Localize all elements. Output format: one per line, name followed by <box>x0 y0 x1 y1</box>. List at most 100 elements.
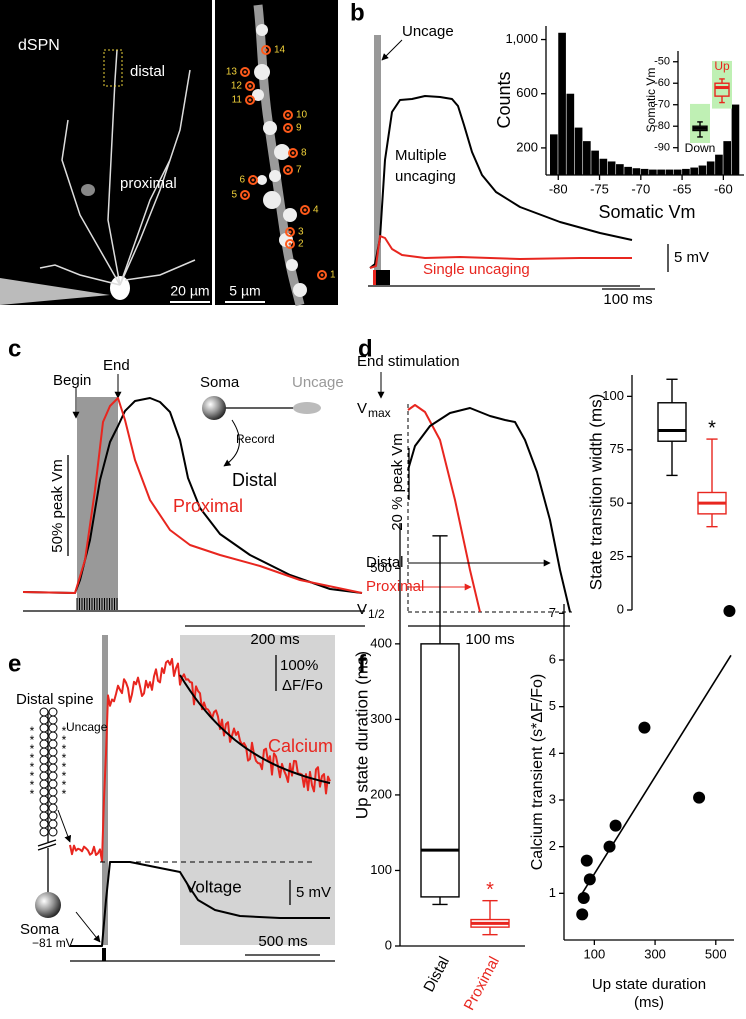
uncaging-spot <box>240 67 250 77</box>
trace <box>369 95 633 269</box>
y-axis-label: Somatic Vm <box>644 68 658 133</box>
uncage-mark: * <box>30 760 35 774</box>
uncage-mark: * <box>62 733 67 747</box>
bar <box>731 104 740 175</box>
spine <box>252 89 264 101</box>
spine <box>39 827 49 837</box>
spine-label: Distal spine <box>16 691 94 708</box>
uncaging-spot <box>320 273 324 277</box>
uncage-mark: * <box>30 751 35 765</box>
spine <box>48 739 58 749</box>
uncage-label: Uncage <box>402 23 454 40</box>
uncage-mark: * <box>30 778 35 792</box>
y-tick-label: -70 <box>654 99 670 111</box>
x-axis-label: Somatic Vm <box>598 202 695 222</box>
y-tick-label: 75 <box>610 441 624 456</box>
arrow <box>223 419 240 467</box>
x-tick-label: -70 <box>631 181 650 196</box>
uncage-window <box>374 35 381 270</box>
y-tick-label: 0 <box>385 937 392 952</box>
dendrite <box>119 69 191 286</box>
panel-label: a <box>8 0 22 26</box>
spine <box>39 723 49 733</box>
uncage-mark: * <box>30 733 35 747</box>
y-tick-label: 7 <box>549 605 556 620</box>
trace-label: Multiple <box>395 147 447 164</box>
spine <box>257 175 267 185</box>
panel-label: e <box>8 650 21 677</box>
spine <box>48 795 58 805</box>
uncage-label: Uncage <box>292 374 344 391</box>
spine <box>39 747 49 757</box>
break <box>37 839 57 847</box>
spine <box>39 779 49 789</box>
trace <box>69 657 331 863</box>
point <box>583 873 596 886</box>
y-tick-label: -60 <box>654 77 670 89</box>
dendrite <box>107 49 121 286</box>
uncaging-spot <box>286 168 290 172</box>
stimulation-label: End stimulation <box>357 353 460 370</box>
begin-label: Begin <box>53 372 91 389</box>
spine <box>39 811 49 821</box>
y-axis-label: State transition width (ms) <box>586 394 605 591</box>
x-axis-label: Up state duration <box>592 976 706 993</box>
soma <box>202 396 226 420</box>
uncage-site <box>293 402 321 414</box>
bar <box>632 168 641 175</box>
uncaging-spot <box>245 95 255 105</box>
distal-label: Distal <box>366 554 404 571</box>
y-tick-label: 400 <box>370 635 392 650</box>
spine <box>48 779 58 789</box>
break <box>37 843 57 851</box>
spine <box>254 64 270 80</box>
uncage-window <box>77 397 118 610</box>
uncaging-spot <box>251 178 255 182</box>
category-label: Up <box>714 59 730 73</box>
uncaging-spot <box>248 175 258 185</box>
trace <box>22 397 363 594</box>
scale-label: 500 ms <box>258 933 307 950</box>
uncaging-spot <box>317 270 327 280</box>
spine <box>39 819 49 829</box>
dendrite <box>61 119 121 286</box>
panel-label: b <box>350 0 365 26</box>
trace <box>407 404 481 613</box>
spot-label: 4 <box>313 205 319 216</box>
uncage-label: Uncage <box>66 720 108 734</box>
uncaging-spot <box>285 227 295 237</box>
scale-label: 5 mV <box>674 249 709 266</box>
roi <box>103 49 123 87</box>
uncaging-spot <box>245 81 255 91</box>
bar <box>665 169 674 175</box>
uncage-mark: * <box>62 787 67 801</box>
box <box>657 402 687 442</box>
bar <box>682 168 690 175</box>
cell-type: dSPN <box>18 37 60 54</box>
spot-label: 13 <box>226 67 238 78</box>
stimulus <box>373 270 376 285</box>
uncage-mark: * <box>30 769 35 783</box>
bar <box>657 169 665 175</box>
uncaging-spot <box>248 98 252 102</box>
voltage-label: Voltage <box>185 877 242 896</box>
analysis-window <box>180 635 335 945</box>
panel-label: f <box>358 650 367 677</box>
uncage-mark: * <box>62 724 67 738</box>
uncage-mark: * <box>62 742 67 756</box>
proximal-label: Proximal <box>173 496 243 516</box>
spot-label: 8 <box>301 148 307 159</box>
record-label: Record <box>236 432 275 446</box>
break <box>40 842 56 848</box>
spine <box>39 755 49 765</box>
uncaging-spot <box>288 148 298 158</box>
spot-label: 10 <box>296 110 308 121</box>
bar <box>723 141 732 175</box>
vmax-sub: max <box>368 406 391 420</box>
uncaging-spot <box>283 165 293 175</box>
soma <box>81 184 95 196</box>
bar <box>574 127 583 175</box>
y-tick-label: 200 <box>516 139 538 154</box>
point <box>576 908 589 921</box>
